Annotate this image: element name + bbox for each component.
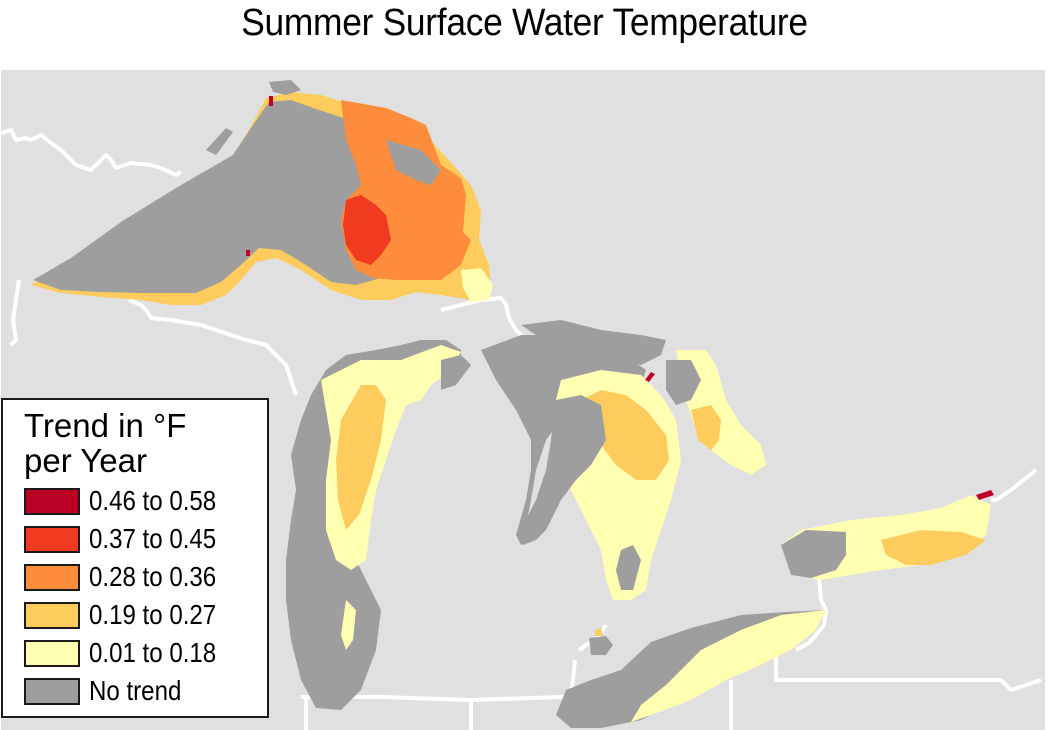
map-canvas <box>1 80 1042 730</box>
legend-swatch-0.46-0.58 <box>24 487 80 515</box>
lake-ontario <box>781 490 994 580</box>
legend-item: 0.37 to 0.45 <box>24 523 237 554</box>
legend-title-line2: per Year <box>24 442 147 479</box>
lake-erie <box>556 610 826 728</box>
legend-swatch-0.28-0.36 <box>24 563 80 591</box>
legend-title: Trend in °F per Year <box>24 408 264 478</box>
legend-item: No trend <box>24 675 196 706</box>
legend-label: 0.28 to 0.36 <box>89 561 217 592</box>
legend-title-line1: Trend in °F <box>24 407 187 444</box>
legend-swatch-no-trend <box>24 677 80 705</box>
legend-item: 0.19 to 0.27 <box>24 599 237 630</box>
lake-superior <box>31 80 493 305</box>
lake-michigan <box>286 340 471 710</box>
legend-label: 0.01 to 0.18 <box>89 637 217 668</box>
lake-st-clair-edge <box>595 628 603 636</box>
legend-item: 0.28 to 0.36 <box>24 561 237 592</box>
legend-label: No trend <box>89 675 182 706</box>
legend-item: 0.01 to 0.18 <box>24 637 237 668</box>
legend-swatch-0.01-0.18 <box>24 639 80 667</box>
legend-label: 0.37 to 0.45 <box>89 523 217 554</box>
legend-label: 0.46 to 0.58 <box>89 485 217 516</box>
legend-swatch-0.19-0.27 <box>24 601 80 629</box>
lake-st-clair <box>589 636 613 655</box>
lake-huron <box>481 320 766 600</box>
legend-item: 0.46 to 0.58 <box>24 485 237 516</box>
legend-swatch-0.37-0.45 <box>24 525 80 553</box>
map-title: Summer Surface Water Temperature <box>241 2 808 44</box>
legend: Trend in °F per Year 0.46 to 0.58 0.37 t… <box>1 398 269 718</box>
legend-label: 0.19 to 0.27 <box>89 599 217 630</box>
